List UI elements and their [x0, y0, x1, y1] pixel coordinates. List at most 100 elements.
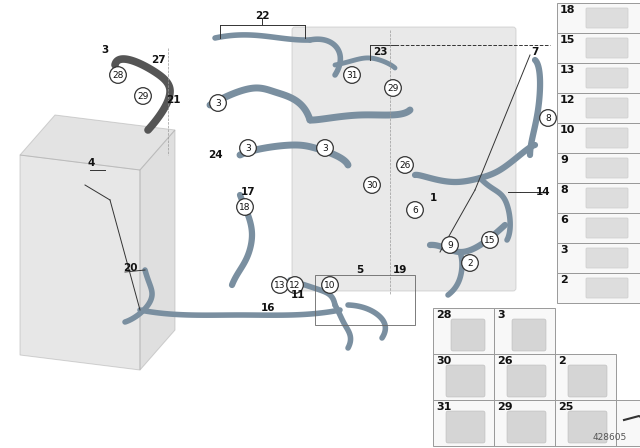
Text: 18: 18: [239, 202, 251, 211]
Text: 3: 3: [560, 245, 568, 255]
Text: 428605: 428605: [593, 433, 627, 442]
Circle shape: [442, 237, 458, 253]
Circle shape: [397, 157, 413, 173]
Text: 18: 18: [560, 5, 575, 15]
Bar: [494, 400, 555, 446]
FancyBboxPatch shape: [568, 411, 607, 443]
FancyBboxPatch shape: [586, 98, 628, 118]
Text: 5: 5: [356, 265, 364, 275]
FancyBboxPatch shape: [586, 38, 628, 58]
Text: 26: 26: [497, 356, 513, 366]
FancyBboxPatch shape: [568, 365, 607, 397]
Polygon shape: [20, 115, 175, 170]
Circle shape: [385, 80, 401, 96]
FancyBboxPatch shape: [512, 319, 546, 351]
Circle shape: [364, 177, 380, 194]
Bar: [616, 400, 640, 446]
Text: 19: 19: [393, 265, 407, 275]
FancyBboxPatch shape: [446, 365, 485, 397]
Bar: [433, 400, 494, 446]
Text: 9: 9: [447, 241, 453, 250]
Circle shape: [272, 277, 288, 293]
FancyBboxPatch shape: [586, 278, 628, 298]
Text: 16: 16: [260, 303, 275, 313]
Text: 6: 6: [560, 215, 568, 225]
Text: 7: 7: [531, 47, 539, 57]
Bar: [433, 354, 494, 400]
Bar: [555, 400, 616, 446]
Text: 29: 29: [387, 83, 399, 92]
Text: 12: 12: [560, 95, 575, 105]
Bar: [494, 354, 555, 400]
Text: 1: 1: [429, 193, 436, 203]
Bar: [557, 33, 640, 63]
Text: 12: 12: [289, 280, 301, 289]
Text: 24: 24: [208, 150, 222, 160]
Circle shape: [540, 110, 556, 126]
Circle shape: [406, 202, 423, 218]
Circle shape: [461, 254, 478, 271]
Text: 28: 28: [112, 70, 124, 79]
Circle shape: [344, 67, 360, 83]
FancyBboxPatch shape: [586, 158, 628, 178]
FancyBboxPatch shape: [507, 411, 546, 443]
FancyBboxPatch shape: [586, 218, 628, 238]
Circle shape: [317, 140, 333, 156]
Circle shape: [109, 67, 126, 83]
Text: 26: 26: [399, 160, 411, 169]
Bar: [555, 354, 616, 400]
FancyBboxPatch shape: [451, 319, 485, 351]
Text: 6: 6: [412, 206, 418, 215]
Text: 10: 10: [324, 280, 336, 289]
Circle shape: [210, 95, 227, 111]
Bar: [557, 153, 640, 183]
Text: 2: 2: [560, 275, 568, 285]
Text: 15: 15: [484, 236, 496, 245]
Text: 14: 14: [536, 187, 550, 197]
FancyBboxPatch shape: [586, 188, 628, 208]
Text: 8: 8: [560, 185, 568, 195]
Polygon shape: [140, 130, 175, 370]
Text: 10: 10: [560, 125, 575, 135]
Text: 3: 3: [101, 45, 109, 55]
FancyBboxPatch shape: [586, 68, 628, 88]
Bar: [315, 275, 415, 325]
FancyBboxPatch shape: [446, 411, 485, 443]
Text: 3: 3: [497, 310, 504, 320]
Text: 2: 2: [558, 356, 566, 366]
Text: 3: 3: [322, 143, 328, 152]
Text: 29: 29: [497, 402, 513, 412]
Text: 15: 15: [560, 35, 575, 45]
FancyBboxPatch shape: [586, 128, 628, 148]
Bar: [557, 63, 640, 93]
Text: 20: 20: [123, 263, 137, 273]
Text: 13: 13: [275, 280, 285, 289]
Text: 11: 11: [291, 290, 305, 300]
Bar: [433, 308, 494, 354]
Text: 9: 9: [560, 155, 568, 165]
Text: 29: 29: [138, 91, 148, 100]
Circle shape: [322, 277, 339, 293]
Text: 28: 28: [436, 310, 451, 320]
Text: 13: 13: [560, 65, 575, 75]
Text: 27: 27: [150, 55, 165, 65]
Text: 31: 31: [436, 402, 451, 412]
Bar: [557, 243, 640, 273]
Text: 3: 3: [245, 143, 251, 152]
Text: 21: 21: [166, 95, 180, 105]
Bar: [557, 93, 640, 123]
FancyBboxPatch shape: [586, 8, 628, 28]
Bar: [557, 213, 640, 243]
Text: 4: 4: [87, 158, 95, 168]
FancyBboxPatch shape: [292, 27, 516, 291]
Text: 30: 30: [366, 181, 378, 190]
Text: 23: 23: [372, 47, 387, 57]
Text: 25: 25: [558, 402, 573, 412]
Bar: [494, 308, 555, 354]
Polygon shape: [20, 155, 140, 370]
FancyBboxPatch shape: [586, 248, 628, 268]
Text: 31: 31: [346, 70, 358, 79]
Circle shape: [134, 88, 151, 104]
Text: 3: 3: [215, 99, 221, 108]
Bar: [557, 3, 640, 33]
